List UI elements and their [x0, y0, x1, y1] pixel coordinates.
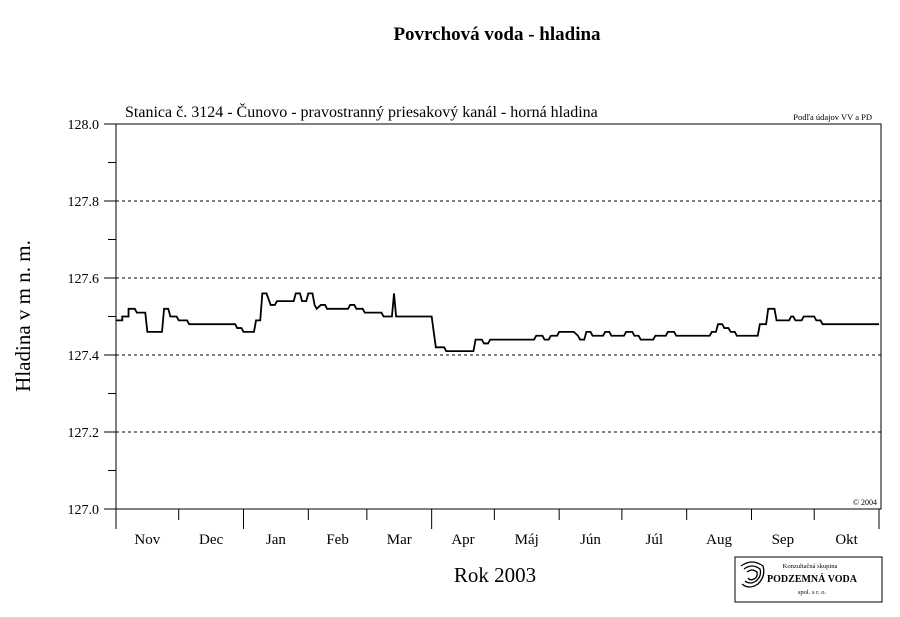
series [116, 292, 879, 353]
y-tick-label-3: 127.6 [68, 272, 100, 287]
copyright-note: © 2004 [853, 498, 877, 507]
source-note: Podľa údajov VV a PD [793, 112, 872, 122]
x-tick-label-4: Mar [387, 532, 412, 548]
x-tick-label-7: Jún [580, 532, 601, 548]
y-tick-label-5: 128.0 [68, 118, 100, 133]
logo-emblem-icon [740, 561, 765, 588]
plot-frame [115, 123, 882, 510]
gridlines [116, 200, 881, 433]
chart-title: Povrchová voda - hladina [393, 24, 601, 45]
x-tick-label-5: Apr [451, 532, 474, 548]
y-tick-label-2: 127.4 [68, 349, 100, 364]
chart-subtitle: Stanica č. 3124 - Čunovo - pravostranný … [125, 102, 598, 121]
x-tick-label-0: Nov [134, 532, 160, 548]
x-tick-label-9: Aug [706, 532, 732, 548]
logo-line1: Konzultačná skupina [783, 563, 838, 570]
x-tick-label-6: Máj [515, 532, 539, 548]
y-axis-label: Hladina v m n. m. [11, 240, 35, 392]
y-axis: 127.0 127.2 127.4 127.6 127.8 128.0 [68, 118, 116, 518]
x-axis: Nov Dec Jan Feb Mar Apr Máj Jún Júl Aug Sep Okt [115, 509, 880, 548]
x-tick-label-11: Okt [835, 532, 858, 548]
x-axis-label: Rok 2003 [454, 563, 536, 587]
logo-line2: PODZEMNÁ VODA [767, 573, 858, 585]
series-line-0 [116, 292, 879, 353]
x-tick-label-3: Feb [326, 532, 349, 548]
logo-line3: spol. s r. o. [798, 589, 827, 596]
y-tick-label-1: 127.2 [68, 426, 100, 441]
x-tick-label-10: Sep [772, 532, 795, 548]
y-tick-label-0: 127.0 [68, 503, 100, 518]
y-tick-label-4: 127.8 [68, 195, 100, 210]
x-tick-label-8: Júl [646, 532, 664, 548]
company-logo: Konzultačná skupina PODZEMNÁ VODA spol. … [734, 556, 883, 603]
x-tick-label-2: Jan [266, 532, 286, 548]
x-tick-label-1: Dec [199, 532, 223, 548]
